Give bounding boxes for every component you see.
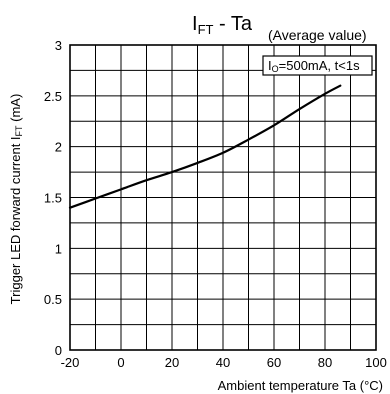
x-tick-label: 60 (267, 355, 281, 370)
ift-curve (68, 84, 342, 209)
y-tick-labels: 0 0.5 1 1.5 2 2.5 3 (44, 38, 62, 358)
x-tick-labels: -20 0 20 40 60 80 100 (61, 355, 387, 370)
x-tick-label: 20 (165, 355, 179, 370)
y-tick-label: 2.5 (44, 89, 62, 104)
y-tick-label: 2 (55, 140, 62, 155)
y-tick-label: 1 (55, 241, 62, 256)
y-tick-label: 0 (55, 343, 62, 358)
y-tick-label: 0.5 (44, 292, 62, 307)
x-tick-label: 40 (216, 355, 230, 370)
condition-box (262, 55, 373, 76)
x-axis-title: Ambient temperature Ta (°C) (218, 378, 383, 393)
x-tick-label: 0 (117, 355, 124, 370)
x-tick-label: -20 (61, 355, 80, 370)
y-tick-label: 1.5 (44, 191, 62, 206)
x-tick-label: 100 (365, 355, 387, 370)
chart-title: IFT - Ta (192, 13, 253, 37)
y-axis-title: Trigger LED forward current IFT (mA) (8, 94, 24, 305)
condition-text: IO=500mA, t<1s (268, 58, 360, 74)
x-tick-label: 80 (318, 355, 332, 370)
plot-frame (69, 44, 377, 351)
y-tick-label: 3 (55, 38, 62, 53)
chart-subtitle: (Average value) (268, 27, 367, 43)
